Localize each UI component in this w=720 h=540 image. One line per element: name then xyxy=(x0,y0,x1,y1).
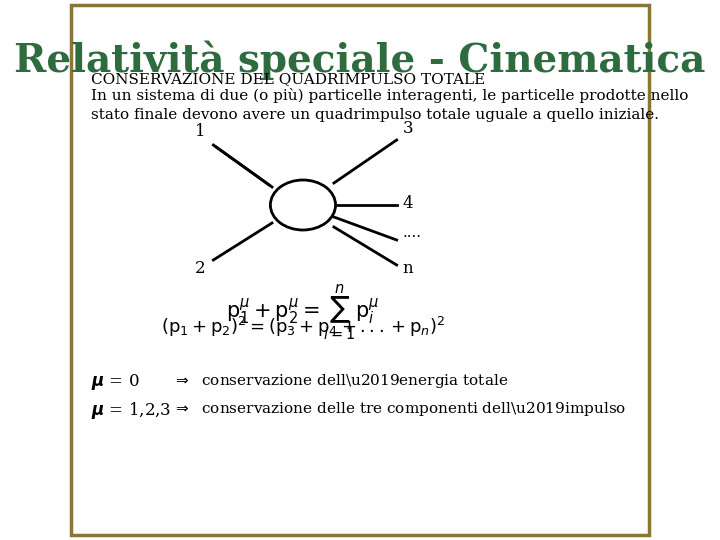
Text: 1: 1 xyxy=(194,123,205,140)
Text: $\Rightarrow$  conservazione dell\u2019energia totale: $\Rightarrow$ conservazione dell\u2019en… xyxy=(173,372,508,390)
Text: In un sistema di due (o più) particelle interagenti, le particelle prodotte nell: In un sistema di due (o più) particelle … xyxy=(91,88,688,123)
Text: ....: .... xyxy=(402,226,421,240)
Text: $(\mathrm{p}_1 + \mathrm{p}_2)^2 = (\mathrm{p}_3 + \mathrm{p}_4 + ... + \mathrm{: $(\mathrm{p}_1 + \mathrm{p}_2)^2 = (\mat… xyxy=(161,315,445,339)
Text: $\mathrm{p}_1^{\mu} + \mathrm{p}_2^{\mu} = \sum_{i=1}^{n}\mathrm{p}_i^{\mu}$: $\mathrm{p}_1^{\mu} + \mathrm{p}_2^{\mu}… xyxy=(226,282,379,342)
FancyBboxPatch shape xyxy=(71,5,649,535)
Text: n: n xyxy=(402,260,413,277)
Text: 4: 4 xyxy=(402,194,413,212)
Text: $\boldsymbol{\mu}$ = 1,2,3: $\boldsymbol{\mu}$ = 1,2,3 xyxy=(91,400,171,421)
Text: $\Rightarrow$  conservazione delle tre componenti dell\u2019impulso: $\Rightarrow$ conservazione delle tre co… xyxy=(173,400,626,418)
Text: Relatività speciale - Cinematica: Relatività speciale - Cinematica xyxy=(14,40,706,79)
Text: $\boldsymbol{\mu}$ = 0: $\boldsymbol{\mu}$ = 0 xyxy=(91,372,140,392)
Text: 3: 3 xyxy=(402,120,413,137)
Text: 2: 2 xyxy=(194,260,205,277)
Ellipse shape xyxy=(271,180,336,230)
Text: CONSERVAZIONE DEL QUADRIMPULSO TOTALE: CONSERVAZIONE DEL QUADRIMPULSO TOTALE xyxy=(91,72,485,86)
